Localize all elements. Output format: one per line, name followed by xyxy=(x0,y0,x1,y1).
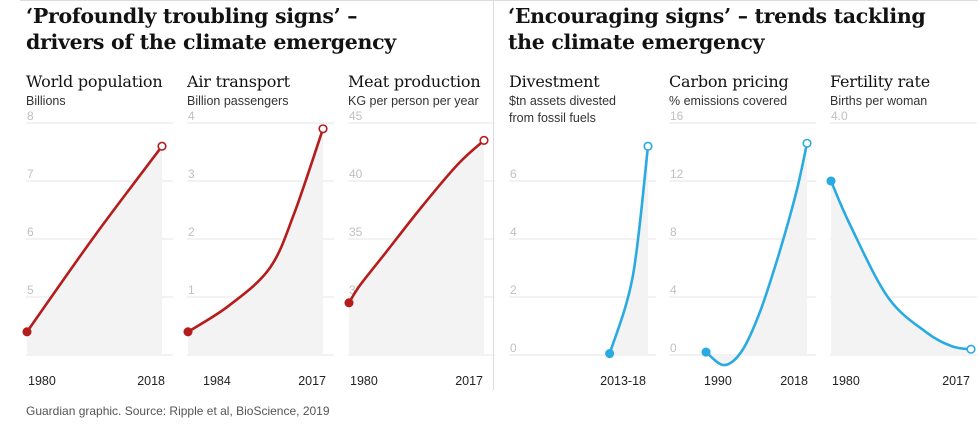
end-point xyxy=(966,344,976,354)
chart-subtitle: % emissions covered xyxy=(669,93,824,110)
y-tick-label: 7 xyxy=(27,167,34,181)
section-heading-encouraging: ‘Encouraging signs’ – trends tackling th… xyxy=(508,3,926,55)
end-point xyxy=(318,124,328,134)
y-tick-label: 2 xyxy=(510,283,517,297)
y-tick-label: 4 xyxy=(188,109,195,123)
end-point xyxy=(643,141,653,151)
x-tick-label: 2018 xyxy=(137,374,165,388)
chart-title: Fertility rate xyxy=(830,72,930,91)
chart-subtitle: Billion passengers xyxy=(187,93,342,110)
chart-plot: 4.03.22.82.419802017 xyxy=(826,109,977,388)
y-tick-label: 5 xyxy=(27,283,34,297)
chart-subtitle-line: KG per person per year xyxy=(348,94,479,108)
x-tick-label: 2013-18 xyxy=(600,374,646,388)
series-line xyxy=(829,179,973,351)
area-fill xyxy=(706,143,807,366)
chart-title: Carbon pricing xyxy=(669,72,789,91)
x-tick-label: 2017 xyxy=(942,374,970,388)
y-tick-label: 12 xyxy=(670,167,684,181)
chart-carbon-pricing: Carbon pricing % emissions covered 16 12 8… xyxy=(669,72,824,392)
y-tick-label: 0 xyxy=(510,341,517,355)
y-tick-label: 1 xyxy=(188,283,195,297)
series-line xyxy=(25,144,164,334)
x-tick-label: 2017 xyxy=(298,374,326,388)
chart-subtitle: KG per person per year xyxy=(348,93,503,110)
start-point xyxy=(826,176,836,186)
series-line xyxy=(704,142,809,367)
start-point xyxy=(183,327,193,337)
chart-plot: 4321019842017 xyxy=(183,109,334,388)
chart-plot: 16 12 8 4 0 1990 2018 xyxy=(669,109,816,388)
x-tick-label: 1980 xyxy=(350,374,378,388)
y-tick-label: 16 xyxy=(670,109,684,123)
chart-fertility-rate: Fertility rate Births per woman 4.03.22.… xyxy=(826,72,980,392)
section-heading-line1: ‘Profoundly troubling signs’ – xyxy=(26,4,358,28)
y-tick-label: 8 xyxy=(27,109,34,123)
start-point xyxy=(22,327,32,337)
area-fill xyxy=(27,146,162,355)
section-heading-line2: drivers of the climate emergency xyxy=(26,30,396,54)
y-tick-label: 35 xyxy=(349,225,363,239)
chart-plot: 8765419802018 xyxy=(22,109,173,388)
y-tick-label: 3 xyxy=(188,167,195,181)
x-tick-label: 2018 xyxy=(780,374,808,388)
chart-subtitle-line: from fossil fuels xyxy=(509,111,596,125)
x-tick-label: 1990 xyxy=(704,374,732,388)
y-tick-label: 2 xyxy=(188,225,195,239)
x-tick-label: 1980 xyxy=(28,374,56,388)
chart-subtitle: $tn assets divested from fossil fuels xyxy=(509,93,664,127)
chart-plot: 6 4 2 0 2013-18 xyxy=(509,141,656,388)
y-tick-label: 8 xyxy=(670,225,677,239)
chart-subtitle: Billions xyxy=(26,93,181,110)
series-line xyxy=(608,144,650,355)
y-tick-label: 4 xyxy=(510,225,517,239)
end-point xyxy=(802,138,812,148)
chart-subtitle: Births per woman xyxy=(830,93,980,110)
x-tick-label: 1984 xyxy=(203,374,231,388)
chart-subtitle-line: Billions xyxy=(26,94,66,108)
start-point xyxy=(605,349,615,359)
section-heading-line2: the climate emergency xyxy=(508,30,765,54)
section-divider xyxy=(493,0,494,390)
x-tick-label: 1980 xyxy=(832,374,860,388)
source-footer: Guardian graphic. Source: Ripple et al, … xyxy=(26,404,330,418)
end-point xyxy=(157,141,167,151)
chart-subtitle-line: Billion passengers xyxy=(187,94,289,108)
y-tick-label: 40 xyxy=(349,167,363,181)
chart-title: World population xyxy=(26,72,163,91)
y-tick-label: 4.0 xyxy=(831,109,848,123)
section-heading-troubling: ‘Profoundly troubling signs’ – drivers o… xyxy=(26,3,396,55)
y-tick-label: 0 xyxy=(670,341,677,355)
chart-world-population: World population Billions 8765419802018 xyxy=(22,72,181,392)
chart-plot: 454035302519802017 xyxy=(344,109,495,388)
area-fill xyxy=(188,128,323,355)
chart-meat-production: Meat production KG per person per year 4… xyxy=(344,72,503,392)
series-line xyxy=(186,127,325,334)
area-fill xyxy=(609,146,648,355)
area-fill xyxy=(349,140,484,355)
y-tick-label: 4 xyxy=(670,283,677,297)
series-line xyxy=(347,139,486,305)
x-tick-label: 2017 xyxy=(455,374,483,388)
chart-air-transport: Air transport Billion passengers 4321019… xyxy=(183,72,342,392)
section-heading-line1: ‘Encouraging signs’ – trends tackling xyxy=(508,4,926,28)
y-tick-label: 6 xyxy=(510,167,517,181)
chart-title: Meat production xyxy=(348,72,481,91)
chart-subtitle-line: Births per woman xyxy=(830,94,928,108)
start-point xyxy=(701,347,711,357)
chart-subtitle-line: % emissions covered xyxy=(669,94,788,108)
chart-divestment: Divestment $tn assets divested from foss… xyxy=(509,72,664,392)
y-tick-label: 45 xyxy=(349,109,363,123)
top-rule xyxy=(20,0,978,1)
chart-title: Air transport xyxy=(187,72,290,91)
end-point xyxy=(479,135,489,145)
chart-subtitle-line: $tn assets divested xyxy=(509,94,617,108)
area-fill xyxy=(831,181,971,355)
chart-title: Divestment xyxy=(509,72,600,91)
start-point xyxy=(344,298,354,308)
y-tick-label: 6 xyxy=(27,225,34,239)
